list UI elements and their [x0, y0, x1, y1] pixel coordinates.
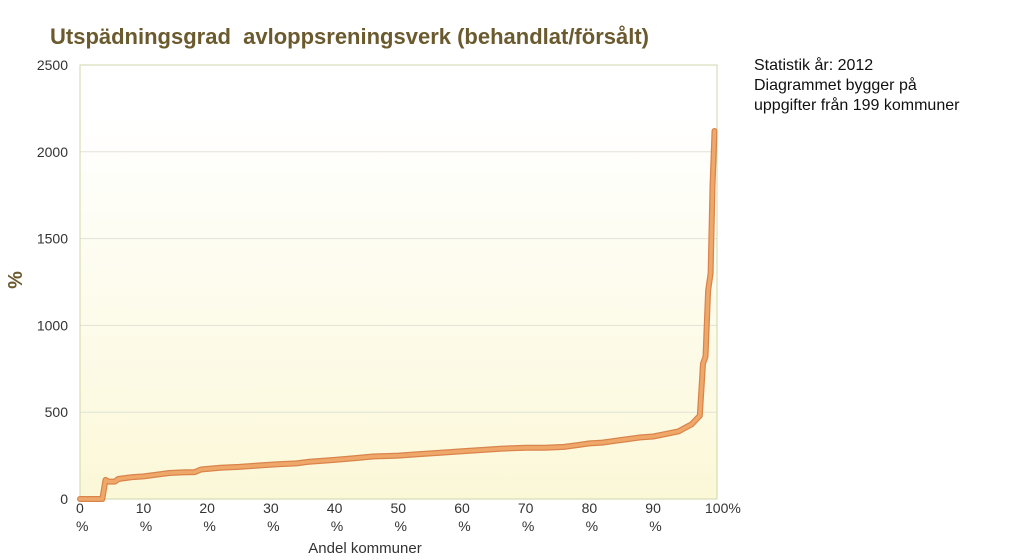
x-tick-label: 50 [391, 500, 407, 516]
y-tick-label: 1000 [37, 317, 68, 333]
x-tick-unit-label: % [267, 518, 279, 534]
plot-area [80, 65, 717, 499]
x-tick-label: 30 [263, 500, 279, 516]
data-source-note-line-1: Diagrammet bygger på [754, 77, 917, 94]
series-line [78, 129, 717, 501]
y-axis-label: % [5, 271, 27, 289]
x-tick-unit-label: % [203, 518, 215, 534]
series-group [77, 128, 718, 502]
y-tick-label: 2500 [37, 57, 68, 73]
y-tick-label: 2000 [37, 144, 68, 160]
chart-title: Utspädningsgrad avloppsreningsverk (beha… [50, 24, 649, 49]
x-tick-label: 70 [518, 500, 534, 516]
y-axis-ticks: 0 500 1000 1500 2000 2500 [37, 57, 68, 507]
x-tick-unit-label: % [458, 518, 470, 534]
x-tick-label: 20 [199, 500, 215, 516]
data-source-note-line-2: uppgifter från 199 kommuner [754, 97, 960, 114]
x-tick-unit-label: % [586, 518, 598, 534]
x-tick-unit-label: % [649, 518, 661, 534]
y-tick-label: 500 [45, 404, 69, 420]
x-tick-label: 0 [76, 500, 84, 516]
x-axis-label: Andel kommuner [308, 540, 421, 557]
plot-border [79, 64, 718, 500]
x-tick-label: 100% [705, 500, 741, 516]
x-tick-label: 80 [582, 500, 598, 516]
x-axis-ticks: 0% 10% 20% 30% 40% 50% 60% 70% 80% 90% 100% [76, 500, 741, 534]
x-tick-unit-label: % [395, 518, 407, 534]
grid-lines [80, 151, 717, 413]
x-tick-unit-label: % [140, 518, 152, 534]
statistics-year-note: Statistik år: 2012 [754, 57, 874, 74]
x-tick-label: 10 [136, 500, 152, 516]
y-tick-label: 0 [60, 491, 68, 507]
x-tick-unit-label: % [76, 518, 88, 534]
y-tick-label: 1500 [37, 231, 68, 247]
x-tick-label: 60 [454, 500, 470, 516]
x-tick-unit-label: % [331, 518, 343, 534]
x-tick-label: 90 [645, 500, 661, 516]
x-tick-label: 40 [327, 500, 343, 516]
x-tick-unit-label: % [522, 518, 534, 534]
